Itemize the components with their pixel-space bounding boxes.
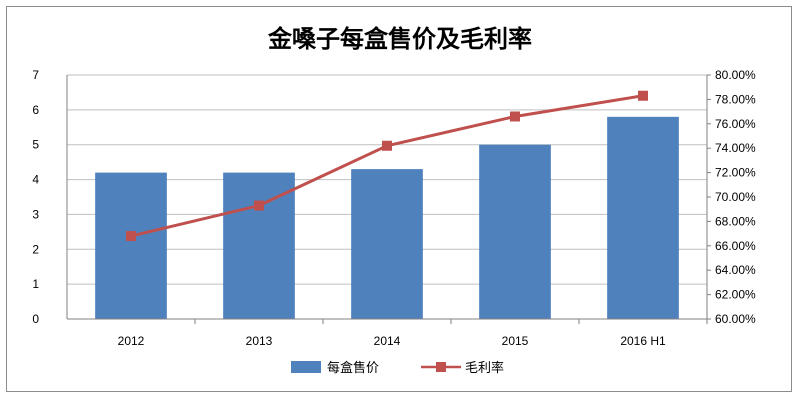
y-right-tick-label: 70.00% bbox=[715, 190, 756, 204]
chart-frame: 金嗓子每盒售价及毛利率 0 1 2 3 4 5 6 7 60.00% 62.00% 64.00% 66… bbox=[6, 6, 792, 392]
line-point bbox=[638, 90, 648, 101]
y-left-tick-label: 6 bbox=[32, 103, 39, 117]
x-tick-label: 2012 bbox=[118, 334, 145, 348]
bar bbox=[223, 172, 295, 319]
line-point bbox=[126, 231, 136, 242]
y-right-tick-label: 76.00% bbox=[715, 117, 756, 131]
y-left-tick-label: 3 bbox=[32, 207, 39, 221]
bar bbox=[351, 169, 423, 319]
legend: 每盒售价 毛利率 bbox=[291, 360, 504, 376]
legend-label-bar: 每盒售价 bbox=[327, 360, 379, 376]
line-point bbox=[510, 111, 520, 122]
bar bbox=[95, 172, 167, 319]
y-right-tick-label: 68.00% bbox=[715, 214, 756, 228]
axes: 0 1 2 3 4 5 6 7 60.00% 62.00% 64.00% 66.00% 68.00% 70… bbox=[32, 68, 756, 348]
y-right-tick-label: 64.00% bbox=[715, 263, 756, 277]
chart-title: 金嗓子每盒售价及毛利率 bbox=[267, 25, 532, 53]
line-series bbox=[126, 90, 648, 242]
y-right-tick-label: 78.00% bbox=[715, 92, 756, 106]
y-left-tick-label: 1 bbox=[32, 277, 39, 291]
line-point bbox=[382, 140, 392, 151]
chart-svg: 金嗓子每盒售价及毛利率 0 1 2 3 4 5 6 7 60.00% 62.00% 64.00% 66… bbox=[32, 25, 756, 376]
y-right-tick-label: 80.00% bbox=[715, 68, 756, 82]
y-right-tick-label: 60.00% bbox=[715, 312, 756, 326]
legend-swatch-marker bbox=[436, 362, 446, 372]
legend-swatch-bar bbox=[291, 361, 321, 373]
y-right-tick-label: 74.00% bbox=[715, 141, 756, 155]
y-left-tick-label: 7 bbox=[32, 68, 39, 82]
bar bbox=[607, 116, 679, 319]
x-tick-label: 2016 H1 bbox=[620, 334, 666, 348]
y-left-tick-label: 0 bbox=[32, 312, 39, 326]
x-tick-label: 2015 bbox=[502, 334, 529, 348]
line-point bbox=[254, 200, 264, 211]
y-left-tick-label: 5 bbox=[32, 138, 39, 152]
legend-label-line: 毛利率 bbox=[465, 360, 504, 376]
x-tick-label: 2014 bbox=[374, 334, 401, 348]
y-right-tick-label: 66.00% bbox=[715, 239, 756, 253]
bar bbox=[479, 144, 551, 319]
bar-series bbox=[95, 116, 679, 319]
y-left-tick-label: 4 bbox=[32, 173, 39, 187]
y-right-tick-label: 72.00% bbox=[715, 166, 756, 180]
x-tick-label: 2013 bbox=[246, 334, 273, 348]
y-left-tick-label: 2 bbox=[32, 242, 39, 256]
y-right-tick-label: 62.00% bbox=[715, 288, 756, 302]
